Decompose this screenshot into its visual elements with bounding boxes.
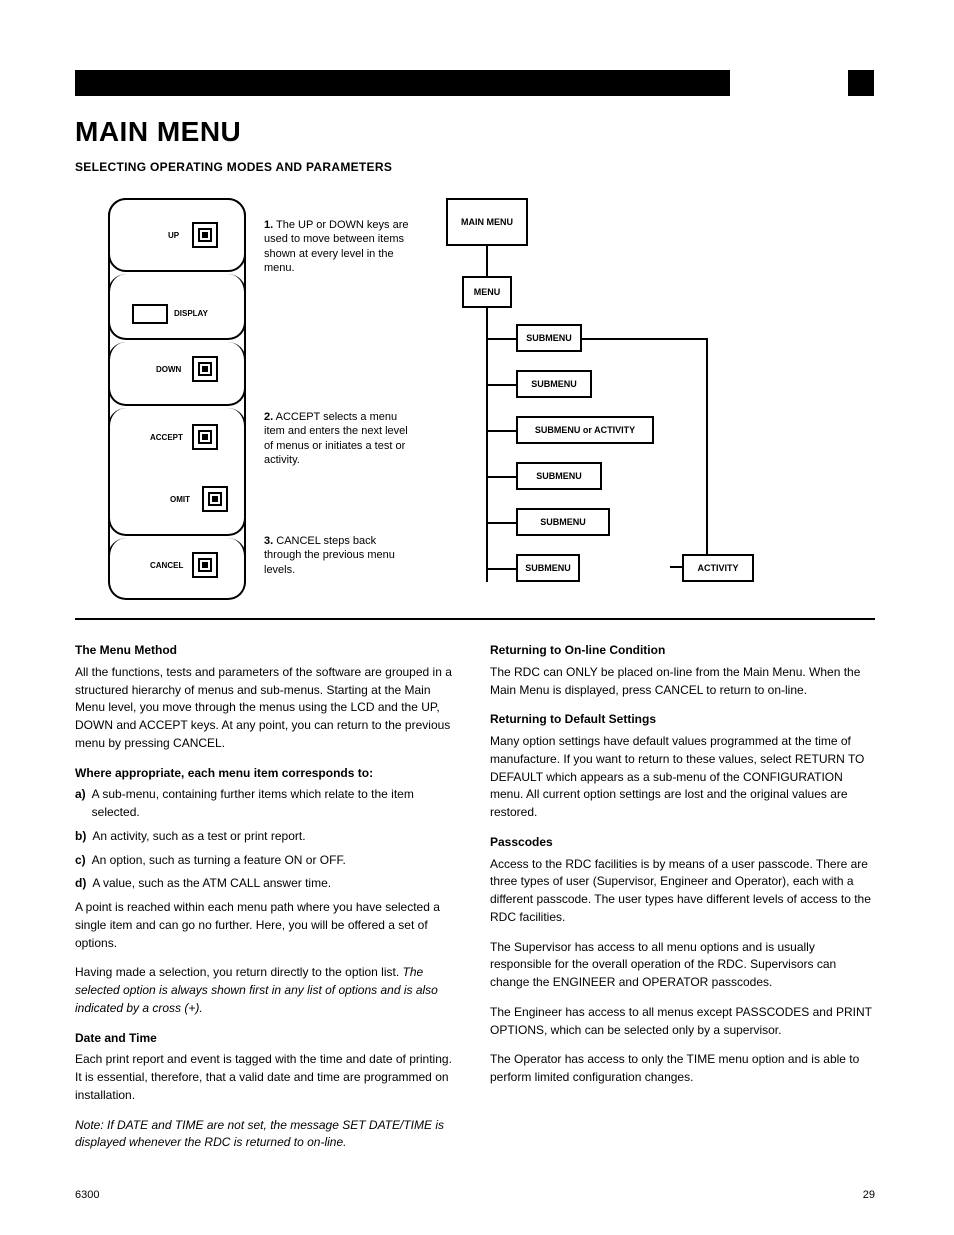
- body-left-column: The Menu Method All the functions, tests…: [75, 642, 460, 1164]
- flow-item-0-label: SUBMENU: [518, 326, 580, 350]
- callout-3-head: 3.: [264, 535, 273, 547]
- panel-label-down: DOWN: [156, 366, 181, 374]
- section-subtitle: SELECTING OPERATING MODES AND PARAMETERS: [75, 160, 755, 174]
- flow-item-5: SUBMENU: [516, 554, 580, 582]
- flow-item-2: SUBMENU or ACTIVITY: [516, 416, 654, 444]
- note: Note: If DATE and TIME are not set, the …: [75, 1117, 460, 1153]
- para: The Engineer has access to all menus exc…: [490, 1004, 875, 1040]
- flow-item-5-label: SUBMENU: [518, 556, 578, 580]
- panel-label-display: DISPLAY: [174, 310, 208, 318]
- section-divider: [75, 618, 875, 620]
- panel-cell-display: [108, 274, 246, 340]
- bullet-dot: c): [75, 852, 86, 870]
- flow-item-1-label: SUBMENU: [518, 372, 590, 396]
- callout-2-text: ACCEPT selects a menu item and enters th…: [264, 411, 408, 466]
- callout-1-text: The UP or DOWN keys are used to move bet…: [264, 219, 409, 274]
- flow-branch: [486, 568, 516, 570]
- panel-button-omit: [202, 486, 228, 512]
- flow-root: MAIN MENU: [446, 198, 528, 246]
- flow-branch: [486, 430, 516, 432]
- bullet-text: A value, such as the ATM CALL answer tim…: [92, 875, 331, 893]
- bullet-dot: d): [75, 875, 86, 893]
- flow-item-0: SUBMENU: [516, 324, 582, 352]
- para: Access to the RDC facilities is by means…: [490, 856, 875, 927]
- bullet-dot: a): [75, 786, 86, 822]
- flow-line: [486, 246, 488, 276]
- para: The Operator has access to only the TIME…: [490, 1051, 875, 1087]
- panel-label-accept: ACCEPT: [150, 434, 183, 442]
- flow-branch: [486, 384, 516, 386]
- footer-right: 29: [863, 1189, 875, 1201]
- bullet-text: An option, such as turning a feature ON …: [92, 852, 346, 870]
- bullet-dot: b): [75, 828, 86, 846]
- page: MAIN MENU SELECTING OPERATING MODES AND …: [0, 0, 954, 1235]
- flow-item-3-label: SUBMENU: [518, 464, 600, 488]
- panel-button-up: [192, 222, 218, 248]
- control-panel-diagram: UP DISPLAY DOWN ACCEPT OMIT CANCEL: [108, 198, 246, 598]
- flow-sub-label: MENU: [464, 278, 510, 306]
- panel-button-down: [192, 356, 218, 382]
- para-span: Having made a selection, you return dire…: [75, 965, 403, 979]
- panel-button-accept: [192, 424, 218, 450]
- flow-branch: [582, 338, 706, 340]
- bullet-3: c) An option, such as turning a feature O…: [75, 852, 460, 870]
- flow-activity: ACTIVITY: [682, 554, 754, 582]
- flow-activity-label: ACTIVITY: [684, 556, 752, 580]
- heading-online: Returning to On-line Condition: [490, 642, 875, 660]
- flow-item-4-label: SUBMENU: [518, 510, 608, 534]
- callout-3: 3. CANCEL steps back through the previou…: [264, 534, 414, 577]
- bullet-text: A sub-menu, containing further items whi…: [92, 786, 460, 822]
- heading-date: Date and Time: [75, 1030, 460, 1048]
- callout-3-text: CANCEL steps back through the previous m…: [264, 535, 395, 576]
- bullet-text: An activity, such as a test or print rep…: [92, 828, 305, 846]
- flow-branch: [486, 338, 516, 340]
- callout-2: 2. ACCEPT selects a menu item and enters…: [264, 410, 414, 467]
- footer-left: 6300: [75, 1189, 99, 1201]
- panel-cell-down: [108, 342, 246, 406]
- panel-label-up: UP: [168, 232, 179, 240]
- flow-item-2-label: SUBMENU or ACTIVITY: [518, 418, 652, 442]
- para: All the functions, tests and parameters …: [75, 664, 460, 753]
- para: Each print report and event is tagged wi…: [75, 1051, 460, 1104]
- panel-label-cancel: CANCEL: [150, 562, 183, 570]
- bullet-1: a)A sub-menu, containing further items w…: [75, 786, 460, 822]
- para: Many option settings have default values…: [490, 733, 875, 822]
- page-number-box: [848, 70, 874, 96]
- heading-default: Returning to Default Settings: [490, 711, 875, 729]
- panel-cell-accept-omit: [108, 408, 246, 536]
- body-right-column: Returning to On-line Condition The RDC c…: [490, 642, 875, 1099]
- heading-menu-method: The Menu Method: [75, 642, 460, 660]
- flow-branch: [486, 522, 516, 524]
- flow-item-4: SUBMENU: [516, 508, 610, 536]
- flow-right-trunk: [706, 338, 708, 566]
- section-title: MAIN MENU: [75, 116, 875, 148]
- bullet-4: d) A value, such as the ATM CALL answer t…: [75, 875, 460, 893]
- flow-item-1: SUBMENU: [516, 370, 592, 398]
- panel-button-cancel: [192, 552, 218, 578]
- flow-sub: MENU: [462, 276, 512, 308]
- para: The Supervisor has access to all menu op…: [490, 939, 875, 992]
- bullet-2: b) An activity, such as a test or print r…: [75, 828, 460, 846]
- panel-label-omit: OMIT: [170, 496, 190, 504]
- menu-flowchart: MAIN MENU MENU SUBMENU SUBMENU SUBMENU o…: [430, 198, 870, 598]
- para: A point is reached within each menu path…: [75, 899, 460, 952]
- callout-1-head: 1.: [264, 219, 273, 231]
- callout-2-head: 2.: [264, 411, 273, 423]
- header-bar: [75, 70, 730, 96]
- page-footer: 6300 29: [75, 1189, 875, 1201]
- callout-1: 1. The UP or DOWN keys are used to move …: [264, 218, 414, 275]
- flow-branch: [486, 476, 516, 478]
- flow-trunk: [486, 308, 488, 582]
- heading-where: Where appropriate, each menu item corres…: [75, 765, 460, 783]
- para: Having made a selection, you return dire…: [75, 964, 460, 1017]
- para: The RDC can ONLY be placed on-line from …: [490, 664, 875, 700]
- flow-root-label: MAIN MENU: [448, 200, 526, 244]
- panel-display-window: [132, 304, 168, 324]
- heading-codes: Passcodes: [490, 834, 875, 852]
- flow-item-3: SUBMENU: [516, 462, 602, 490]
